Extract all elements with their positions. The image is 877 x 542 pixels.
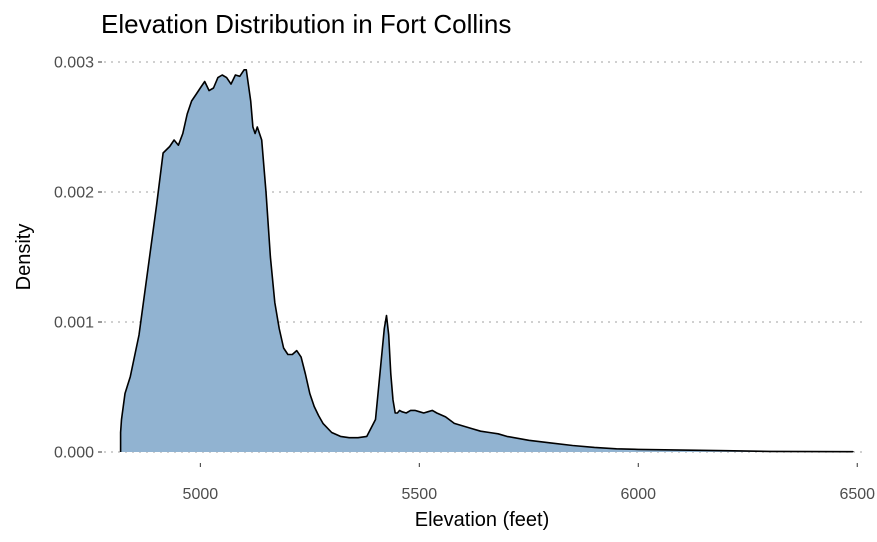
y-tick-label: 0.003 bbox=[54, 55, 94, 72]
x-tick-label: 6000 bbox=[620, 486, 656, 503]
x-tick-label: 6500 bbox=[839, 486, 875, 503]
y-tick-label: 0.000 bbox=[54, 445, 94, 462]
x-tick-label: 5000 bbox=[183, 486, 219, 503]
y-tick-label: 0.002 bbox=[54, 185, 94, 202]
density-line bbox=[119, 69, 854, 453]
x-axis-ticks: 5000 5500 6000 6500 bbox=[183, 463, 875, 503]
x-axis-title: Elevation (feet) bbox=[415, 509, 550, 531]
y-axis-ticks: 0.000 0.001 0.002 0.003 bbox=[54, 55, 102, 462]
y-tick-label: 0.001 bbox=[54, 315, 94, 332]
x-tick-label: 5500 bbox=[402, 486, 438, 503]
chart-title: Elevation Distribution in Fort Collins bbox=[101, 9, 511, 39]
density-area-fill bbox=[120, 69, 853, 453]
density-plot-area bbox=[119, 69, 854, 453]
y-axis-title: Density bbox=[13, 224, 35, 291]
